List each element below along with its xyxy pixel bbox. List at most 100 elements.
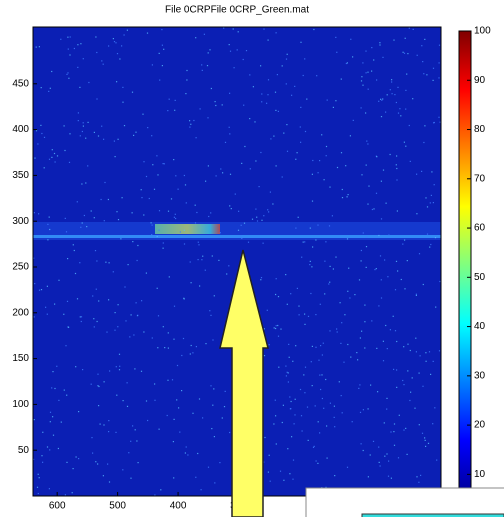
- speckle: [46, 446, 49, 448]
- speckle: [143, 331, 145, 333]
- speckle: [168, 98, 170, 100]
- speckle: [329, 402, 331, 404]
- speckle: [407, 343, 409, 345]
- speckle: [349, 297, 351, 299]
- speckle: [125, 320, 127, 322]
- speckle: [423, 141, 425, 144]
- speckle: [183, 298, 185, 300]
- speckle: [415, 293, 417, 295]
- speckle: [164, 347, 166, 349]
- speckle: [48, 158, 51, 160]
- speckle: [40, 124, 42, 126]
- speckle: [151, 337, 153, 339]
- speckle: [260, 279, 262, 281]
- speckle: [51, 70, 53, 73]
- speckle: [41, 132, 43, 135]
- speckle: [222, 172, 224, 174]
- speckle: [403, 141, 405, 143]
- speckle: [427, 442, 430, 444]
- speckle: [68, 77, 70, 79]
- speckle: [156, 235, 158, 238]
- speckle: [275, 109, 277, 111]
- speckle: [398, 414, 400, 416]
- speckle: [295, 158, 297, 160]
- speckle: [181, 354, 183, 357]
- speckle: [151, 64, 153, 66]
- speckle: [396, 167, 398, 170]
- speckle: [57, 447, 59, 450]
- speckle: [425, 197, 427, 199]
- speckle: [157, 347, 159, 349]
- speckle: [82, 122, 84, 124]
- speckle: [373, 208, 375, 210]
- y-tick-label: 250: [12, 262, 29, 273]
- speckle: [365, 112, 367, 114]
- speckle: [358, 387, 360, 389]
- speckle: [80, 226, 82, 228]
- speckle: [88, 81, 90, 84]
- speckle: [236, 49, 238, 51]
- speckle: [438, 77, 440, 79]
- speckle: [275, 278, 277, 280]
- speckle: [101, 60, 103, 62]
- speckle: [154, 494, 156, 496]
- speckle: [261, 93, 263, 95]
- speckle: [307, 439, 309, 441]
- speckle: [157, 315, 160, 317]
- speckle: [320, 345, 322, 347]
- speckle: [105, 261, 107, 263]
- speckle: [85, 137, 87, 139]
- y-tick-label: 450: [12, 78, 29, 89]
- speckle: [251, 218, 254, 220]
- speckle: [211, 255, 213, 257]
- speckle: [391, 93, 393, 95]
- speckle: [79, 316, 81, 318]
- speckle: [395, 260, 398, 262]
- speckle: [321, 354, 323, 356]
- speckle: [156, 287, 158, 289]
- speckle: [234, 193, 236, 195]
- speckle: [356, 352, 358, 354]
- speckle: [379, 44, 381, 46]
- speckle: [207, 52, 209, 54]
- speckle: [101, 125, 103, 127]
- speckle: [422, 283, 424, 286]
- speckle: [129, 336, 131, 338]
- speckle: [141, 300, 143, 302]
- speckle: [394, 289, 397, 291]
- speckle: [53, 152, 56, 155]
- speckle: [304, 392, 306, 394]
- speckle: [65, 345, 67, 347]
- speckle: [409, 399, 411, 402]
- speckle: [167, 332, 169, 334]
- speckle: [117, 138, 119, 140]
- speckle: [286, 371, 288, 373]
- speckle: [424, 38, 426, 40]
- speckle: [124, 286, 126, 288]
- speckle: [92, 295, 94, 297]
- speckle: [116, 211, 118, 213]
- speckle: [315, 346, 317, 348]
- speckle: [167, 347, 169, 349]
- speckle: [364, 321, 366, 323]
- speckle: [163, 163, 165, 165]
- speckle: [113, 41, 116, 43]
- speckle: [223, 406, 226, 408]
- speckle: [103, 381, 105, 383]
- speckle: [255, 208, 257, 210]
- speckle: [190, 123, 192, 125]
- speckle: [260, 151, 262, 154]
- speckle: [177, 188, 179, 190]
- speckle: [103, 220, 105, 222]
- speckle: [244, 145, 246, 148]
- speckle: [371, 208, 373, 211]
- speckle: [294, 85, 296, 87]
- speckle: [198, 244, 200, 246]
- speckle: [374, 269, 376, 271]
- speckle: [38, 289, 41, 291]
- speckle: [79, 135, 81, 137]
- speckle: [185, 446, 187, 448]
- speckle: [94, 250, 97, 252]
- speckle: [86, 226, 88, 228]
- speckle: [135, 302, 137, 304]
